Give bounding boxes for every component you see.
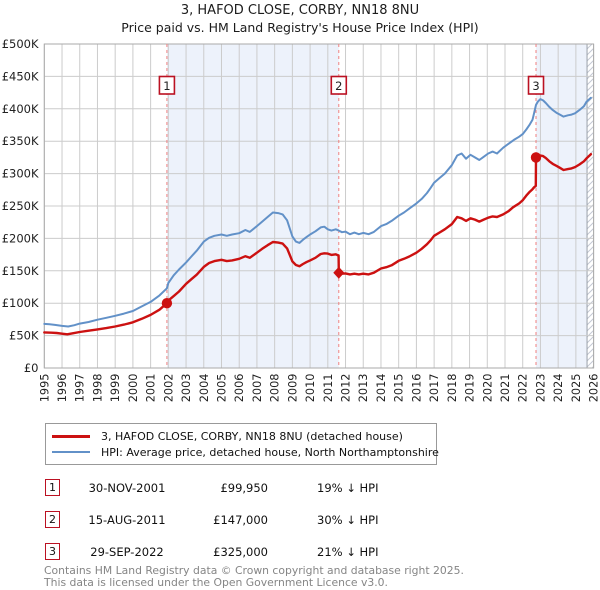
sale-number-badge: 2 — [45, 511, 60, 528]
x-tick-label-2001: 2001 — [145, 374, 158, 403]
x-tick-label-2024: 2024 — [552, 374, 565, 403]
price-line-label: 3, HAFOD CLOSE, CORBY, NN18 8NU (detache… — [101, 429, 403, 443]
price-paid-line — [43, 152, 593, 336]
sale-price: £99,950 — [220, 481, 268, 495]
sale-vs-hpi: 19% ↓ HPI — [317, 481, 379, 495]
sale-flag-box-2 — [330, 75, 348, 95]
x-tick-label-2019: 2019 — [464, 374, 477, 403]
sale-row-1: 1 30-NOV-2001 £99,950 19% ↓ HPI — [45, 479, 465, 497]
x-tick-label-1999: 1999 — [109, 374, 122, 403]
x-tick-label-2015: 2015 — [393, 374, 406, 403]
y-tick-label-5: £250K — [2, 199, 39, 213]
y-tick-label-7: £350K — [2, 134, 39, 148]
x-tick-label-2012: 2012 — [340, 374, 353, 403]
x-tick-label-2009: 2009 — [286, 374, 299, 403]
license-line-2: This data is licensed under the Open Gov… — [44, 575, 388, 589]
license-line-1: Contains HM Land Registry data © Crown c… — [44, 564, 464, 577]
x-tick-label-2010: 2010 — [304, 374, 317, 403]
sale-date: 30-NOV-2001 — [88, 481, 166, 495]
y-tick-label-0: £0 — [24, 361, 39, 375]
hpi-line — [43, 96, 592, 328]
legend: 3, HAFOD CLOSE, CORBY, NN18 8NU (detache… — [45, 423, 439, 465]
x-tick-label-2004: 2004 — [198, 374, 211, 403]
price-line-swatch — [52, 434, 90, 438]
page-title: 3, HAFOD CLOSE, CORBY, NN18 8NU — [180, 3, 420, 18]
sale-date: 15-AUG-2011 — [88, 513, 166, 527]
sale-row-3: 3 29-SEP-2022 £325,000 21% ↓ HPI — [45, 543, 465, 561]
hpi-line-swatch — [52, 451, 90, 453]
sale-date: 29-SEP-2022 — [90, 545, 164, 559]
y-tick-label-2: £100K — [2, 296, 39, 310]
x-tick-label-2023: 2023 — [534, 374, 547, 403]
x-tick-label-1996: 1996 — [56, 374, 69, 403]
x-tick-label-2006: 2006 — [233, 374, 246, 403]
page-subtitle: Price paid vs. HM Land Registry's House … — [121, 20, 479, 35]
sale-price: £147,000 — [213, 513, 268, 527]
x-tick-label-1998: 1998 — [91, 374, 104, 403]
y-tick-label-10: £500K — [2, 37, 39, 51]
y-tick-label-6: £300K — [2, 167, 39, 181]
y-tick-label-4: £200K — [2, 231, 39, 245]
x-tick-label-2021: 2021 — [499, 374, 512, 403]
sale-number-badge: 3 — [45, 543, 60, 560]
y-tick-label-3: £150K — [2, 264, 39, 278]
sale-flag-number-2: 2 — [335, 79, 342, 93]
sale-marker-2 — [333, 266, 345, 279]
license-note: Contains HM Land Registry data © Crown c… — [44, 565, 464, 588]
y-tick-label-1: £50K — [9, 329, 39, 343]
sale-vs-hpi: 30% ↓ HPI — [317, 513, 379, 527]
x-tick-label-2007: 2007 — [251, 374, 264, 403]
sale-flag-box-1 — [158, 75, 176, 95]
sale-flag-number-1: 1 — [163, 79, 170, 93]
x-tick-label-2000: 2000 — [127, 374, 140, 403]
legend-item-price-paid: 3, HAFOD CLOSE, CORBY, NN18 8NU (detache… — [52, 428, 436, 444]
x-tick-label-2011: 2011 — [322, 374, 335, 403]
sale-vs-hpi: 21% ↓ HPI — [317, 545, 379, 559]
x-tick-label-2002: 2002 — [162, 374, 175, 403]
hpi-line-label: HPI: Average price, detached house, Nort… — [101, 445, 439, 459]
sale-marker-3 — [530, 152, 542, 163]
x-tick-label-2013: 2013 — [357, 374, 370, 403]
sale-number-badge: 1 — [45, 479, 60, 496]
x-tick-label-2022: 2022 — [517, 374, 530, 403]
x-tick-label-2018: 2018 — [446, 374, 459, 403]
x-tick-label-1997: 1997 — [74, 374, 87, 403]
x-tick-label-1995: 1995 — [38, 374, 51, 403]
sale-row-2: 2 15-AUG-2011 £147,000 30% ↓ HPI — [45, 511, 465, 529]
plot-border — [43, 43, 595, 369]
legend-item-hpi: HPI: Average price, detached house, Nort… — [52, 444, 439, 460]
price-history-chart: 1 2 3 £0 £50K £100K £150K £200K £250K £300K £350K £… — [2, 37, 600, 403]
x-tick-label-2016: 2016 — [410, 374, 423, 403]
x-tick-label-2017: 2017 — [428, 374, 441, 403]
x-tick-label-2025: 2025 — [570, 374, 583, 403]
x-tick-label-2003: 2003 — [180, 374, 193, 403]
y-tick-label-9: £450K — [2, 69, 39, 83]
x-tick-label-2020: 2020 — [481, 374, 494, 403]
sale-flag-box-3 — [527, 75, 545, 95]
x-tick-label-2026: 2026 — [588, 374, 600, 403]
x-tick-label-2005: 2005 — [215, 374, 228, 403]
sale-flag-number-3: 3 — [532, 79, 539, 93]
y-tick-label-8: £400K — [2, 102, 39, 116]
x-tick-label-2008: 2008 — [269, 374, 282, 403]
x-tick-label-2014: 2014 — [375, 374, 388, 403]
sale-price: £325,000 — [213, 545, 268, 559]
sale-marker-1 — [161, 298, 173, 309]
